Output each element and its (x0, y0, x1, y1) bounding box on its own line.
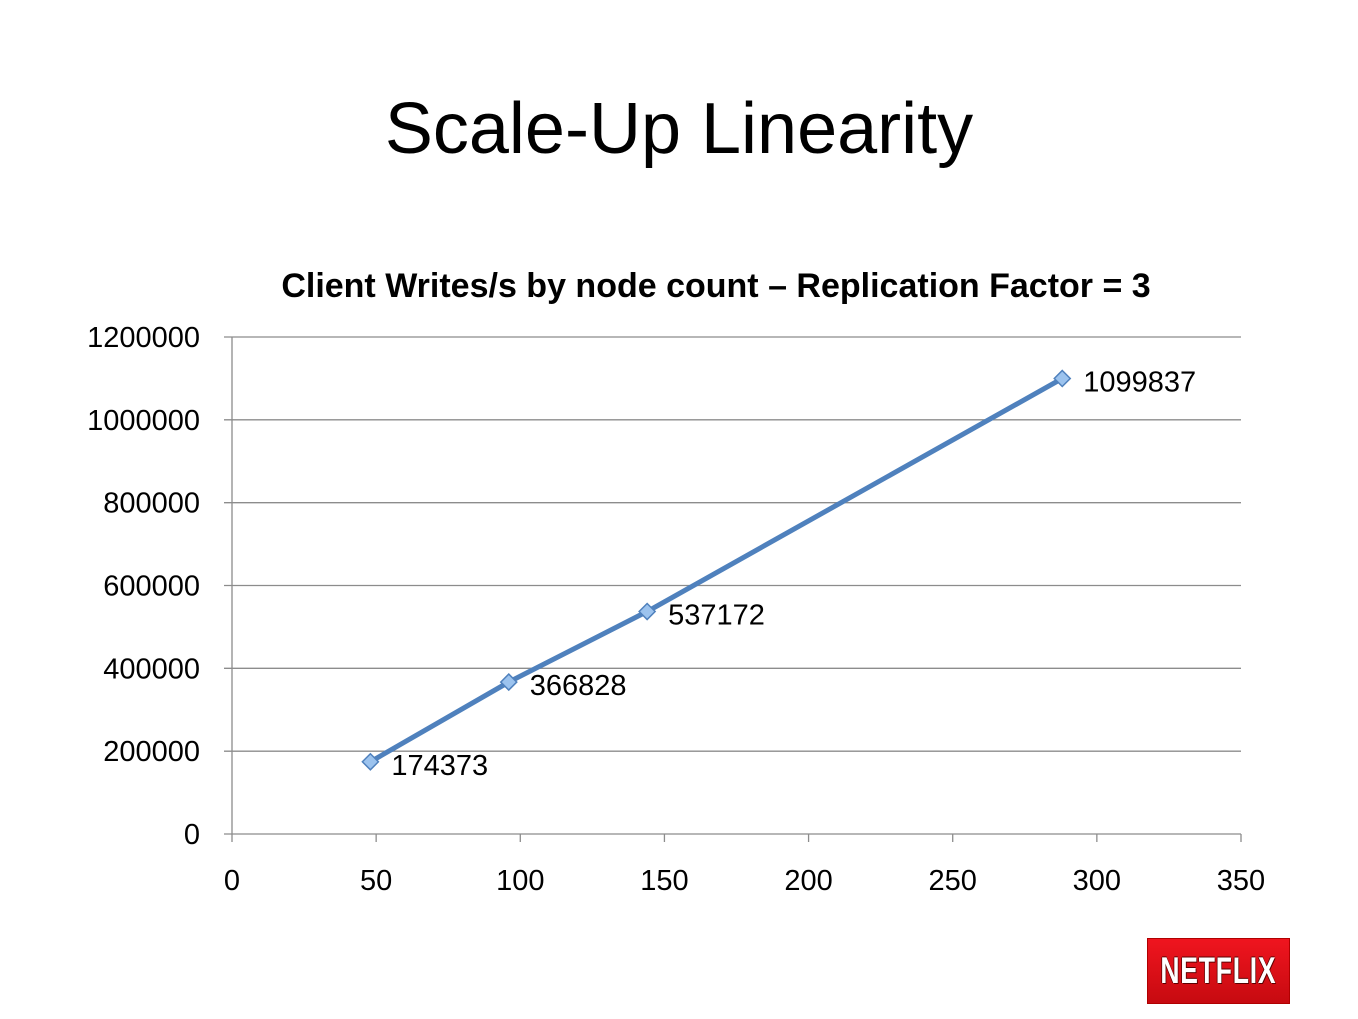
y-tick-label: 800000 (103, 488, 200, 520)
data-point-marker (638, 602, 657, 621)
y-tick-label: 400000 (103, 653, 200, 685)
data-label: 537172 (668, 600, 765, 632)
y-tick-label: 0 (184, 819, 200, 851)
x-tick-label: 300 (1073, 865, 1121, 897)
x-tick-label: 50 (360, 865, 392, 897)
data-point-marker (361, 752, 380, 771)
y-tick-label: 1200000 (87, 322, 200, 354)
x-tick-label: 100 (496, 865, 544, 897)
data-label: 174373 (391, 750, 488, 782)
x-tick-label: 250 (929, 865, 977, 897)
data-label: 366828 (530, 670, 627, 702)
axes (224, 337, 1242, 842)
y-tick-label: 600000 (103, 571, 200, 603)
data-point-marker (1053, 369, 1072, 388)
data-point-marker (499, 673, 518, 692)
y-tick-labels: 0 200000 400000 600000 800000 1000000 1200000 (87, 322, 200, 851)
netflix-logo-text: NETFLIX (1160, 949, 1277, 992)
y-tick-label: 1000000 (87, 405, 200, 437)
y-tick-label: 200000 (103, 736, 200, 768)
data-labels: 174373 366828 537172 1099837 (391, 366, 1196, 781)
gridlines (224, 336, 1241, 752)
chart-title: Client Writes/s by node count – Replicat… (281, 267, 1150, 305)
netflix-logo: NETFLIX (1147, 938, 1290, 1004)
series-line (367, 375, 1065, 765)
x-tick-label: 150 (640, 865, 688, 897)
x-tick-label: 0 (224, 865, 240, 897)
x-tick-label: 350 (1217, 865, 1265, 897)
slide-title: Scale-Up Linearity (384, 89, 974, 169)
series-line-group (361, 369, 1072, 771)
x-tick-label: 200 (784, 865, 832, 897)
data-label: 1099837 (1083, 366, 1196, 398)
x-tick-labels: 0 50 100 150 200 250 300 350 (224, 865, 1265, 897)
